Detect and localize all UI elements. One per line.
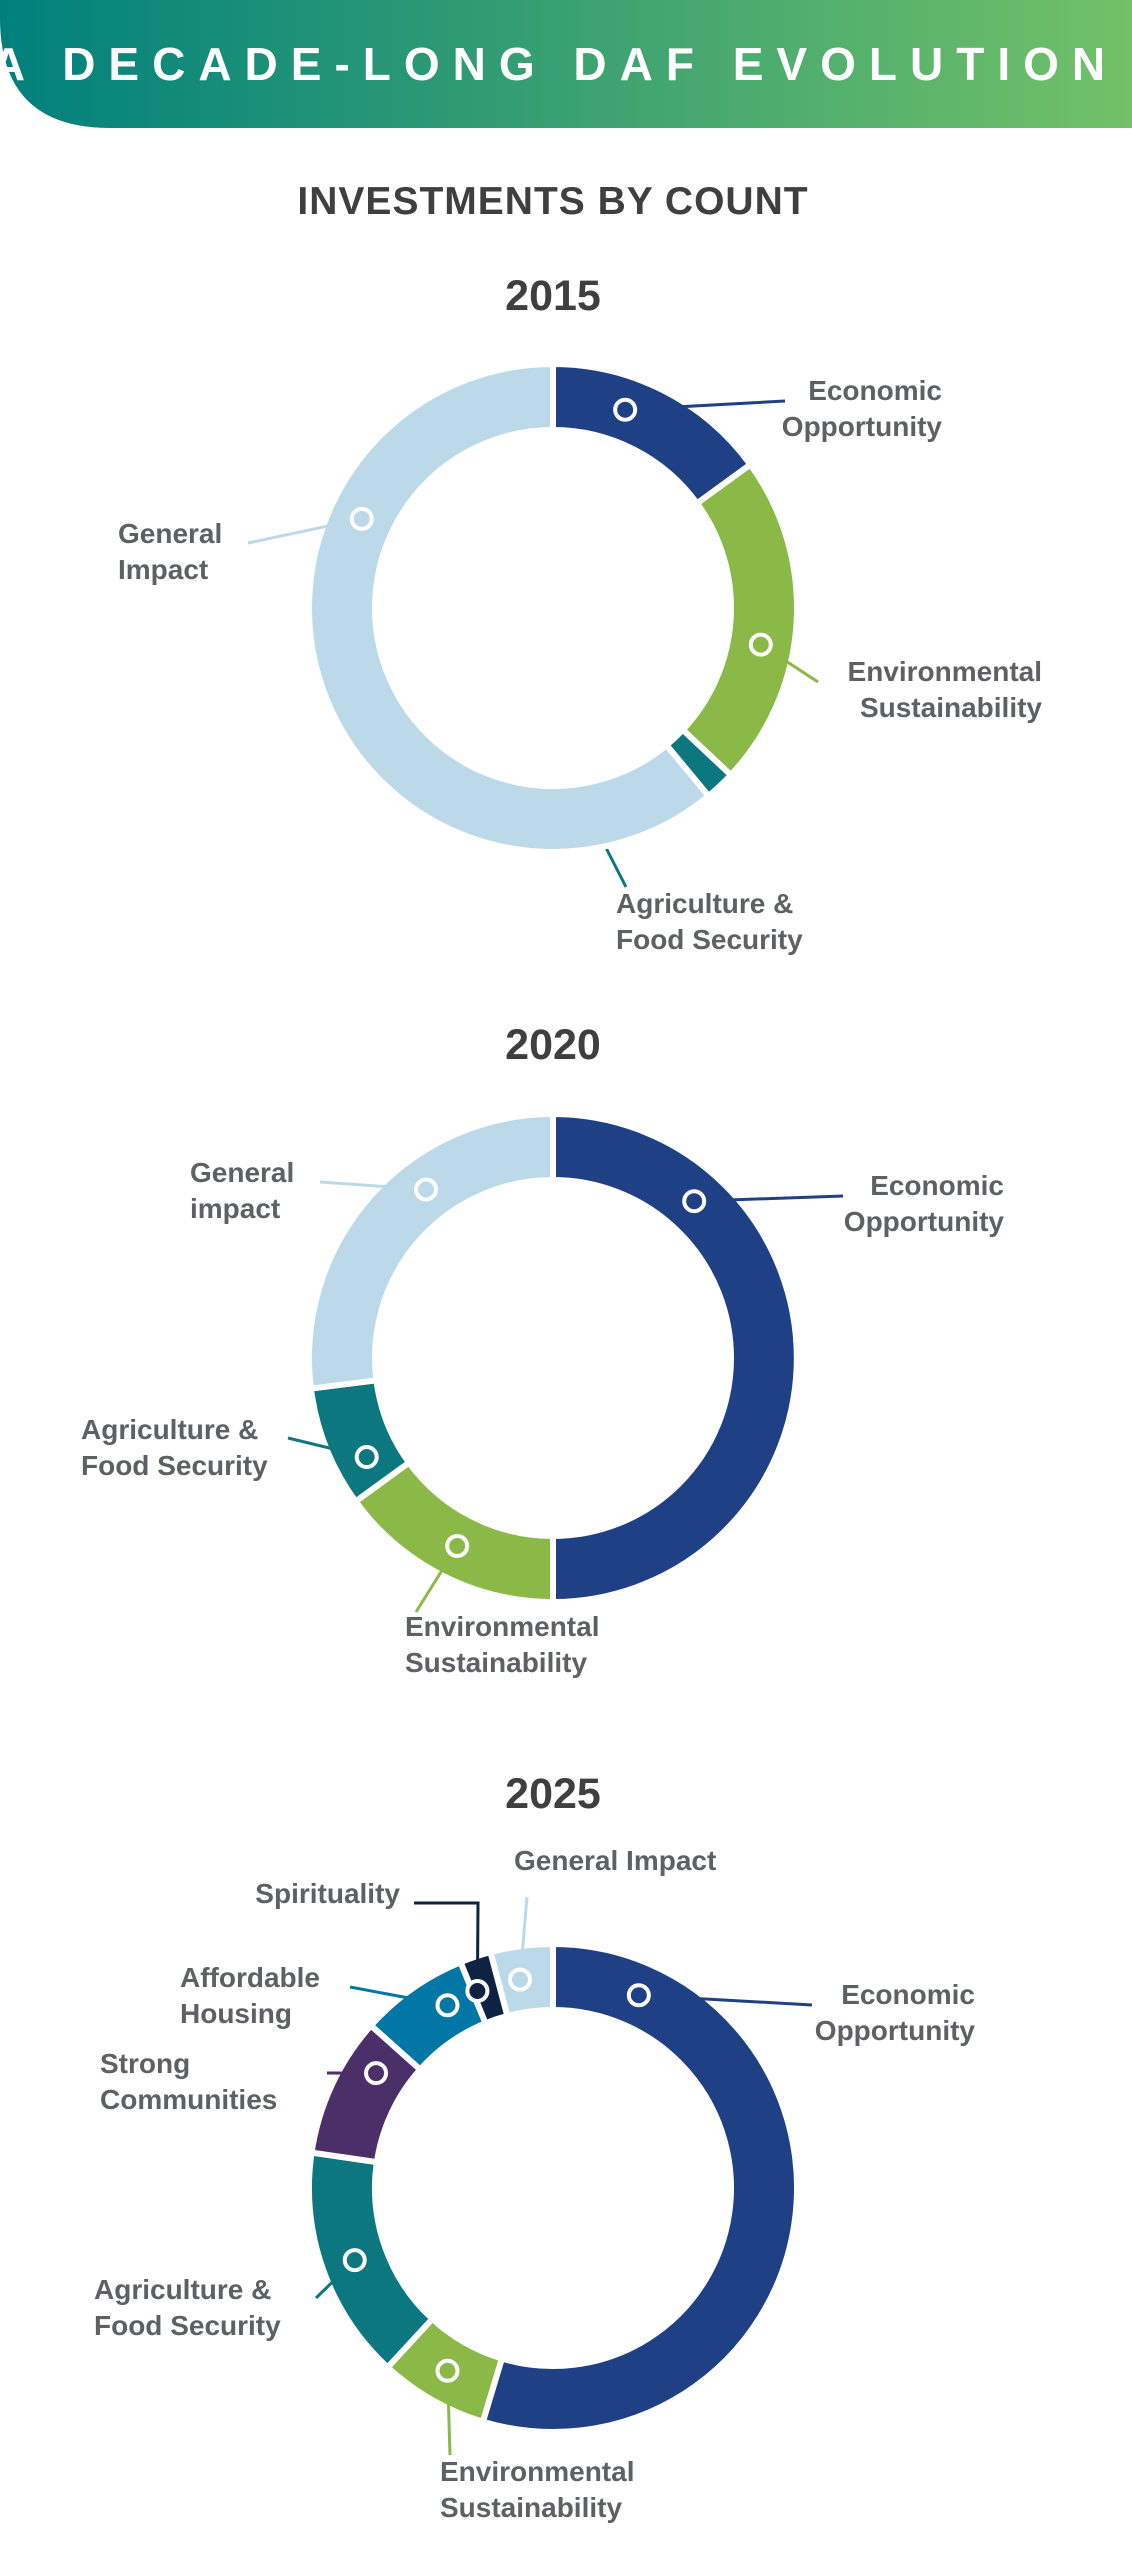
slice-label-spirituality-2025: Spirituality	[255, 1878, 400, 1909]
slice-economic-opportunity-2020	[550, 1110, 800, 1606]
chart-title-2015: 2015	[505, 272, 601, 320]
label-marker-agriculture-and-food-security-2025	[342, 2248, 367, 2273]
slice-label-environmental-sustainability-2025: Environmental Sustainability	[440, 2456, 634, 2523]
leader-line-spirituality-2025	[414, 1901, 480, 1992]
leader-line-environmental-sustainability-2020	[414, 1545, 459, 1613]
slice-label-economic-opportunity-2025: Economic Opportunity	[815, 1979, 976, 2046]
leader-line-economic-opportunity-2025	[638, 1993, 813, 2007]
leader-line-affordable-housing-2025	[349, 1985, 448, 2007]
slice-label-affordable-housing-2025: Affordable Housing	[180, 1962, 320, 2029]
slice-general-impact-2020	[306, 1110, 556, 1392]
leader-line-general-impact-2025	[518, 1896, 529, 1980]
banner-background	[0, 0, 1132, 128]
label-marker-general-impact-2015	[349, 506, 374, 531]
title-banner: A DECADE-LONG DAF EVOLUTION	[0, 0, 1132, 128]
slice-label-general-impact-2015: General Impact	[118, 518, 222, 585]
slice-general-impact-2015	[306, 360, 713, 855]
slice-label-environmental-sustainability-2015: Environmental Sustainability	[848, 656, 1043, 723]
chart-title-2020: 2020	[505, 1021, 601, 1069]
label-marker-environmental-sustainability-2015	[748, 632, 773, 657]
leader-line-economic-opportunity-2020	[694, 1194, 844, 1203]
slice-label-environmental-sustainability-2020: Environmental Sustainability	[405, 1611, 599, 1678]
slice-environmental-sustainability-2015	[678, 460, 800, 780]
leader-line-general-impact-2015	[247, 517, 363, 545]
slice-label-general-impact-2025: General Impact	[514, 1845, 716, 1876]
donut-chart-2020: 2020 Economic Opportunity Environmental Sust…	[81, 1021, 1004, 1678]
label-marker-economic-opportunity-2025	[626, 1983, 651, 2008]
chart-title-2025: 2025	[505, 1770, 601, 1818]
leader-line-general-impact-2020	[319, 1180, 427, 1191]
label-marker-strong-communities-2025	[364, 2061, 389, 2086]
label-marker-environmental-sustainability-2025	[435, 2358, 460, 2383]
label-marker-economic-opportunity-2020	[682, 1189, 707, 1214]
label-marker-affordable-housing-2025	[435, 1993, 460, 2018]
leader-line-economic-opportunity-2015	[625, 399, 786, 412]
label-marker-spirituality-2025	[465, 1979, 490, 2004]
banner-title: A DECADE-LONG DAF EVOLUTION	[0, 38, 1118, 90]
slice-label-agriculture-and-food-security-2020: Agriculture & Food Security	[81, 1414, 268, 1481]
slice-label-agriculture-and-food-security-2025: Agriculture & Food Security	[94, 2274, 281, 2341]
label-marker-general-impact-2020	[414, 1177, 439, 1202]
label-marker-agriculture-and-food-security-2020	[354, 1445, 379, 1470]
slice-label-economic-opportunity-2015: Economic Opportunity	[782, 375, 943, 442]
slice-label-general-impact-2020: General impact	[190, 1157, 294, 1224]
slice-label-strong-communities-2025: Strong Communities	[100, 2048, 277, 2115]
leader-line-agriculture-and-food-security-2020	[287, 1436, 368, 1459]
slice-agriculture-and-food-security-2025	[306, 2149, 437, 2372]
chart-subtitle: INVESTMENTS BY COUNT	[297, 180, 808, 223]
donut-chart-2025: 2025 Economic Opportunity Environmental Sust…	[94, 1770, 975, 2523]
slice-label-economic-opportunity-2020: Economic Opportunity	[844, 1170, 1005, 1237]
slice-economic-opportunity-2025	[479, 1940, 800, 2435]
label-marker-general-impact-2025	[507, 1967, 532, 1992]
donut-chart-2015: 2015 Economic Opportunity Environmental Sust…	[118, 272, 1042, 955]
label-marker-environmental-sustainability-2020	[445, 1534, 470, 1559]
label-marker-economic-opportunity-2015	[613, 397, 638, 422]
slice-label-agriculture-and-food-security-2015: Agriculture & Food Security	[616, 888, 803, 955]
leader-line-environmental-sustainability-2025	[446, 2370, 452, 2456]
